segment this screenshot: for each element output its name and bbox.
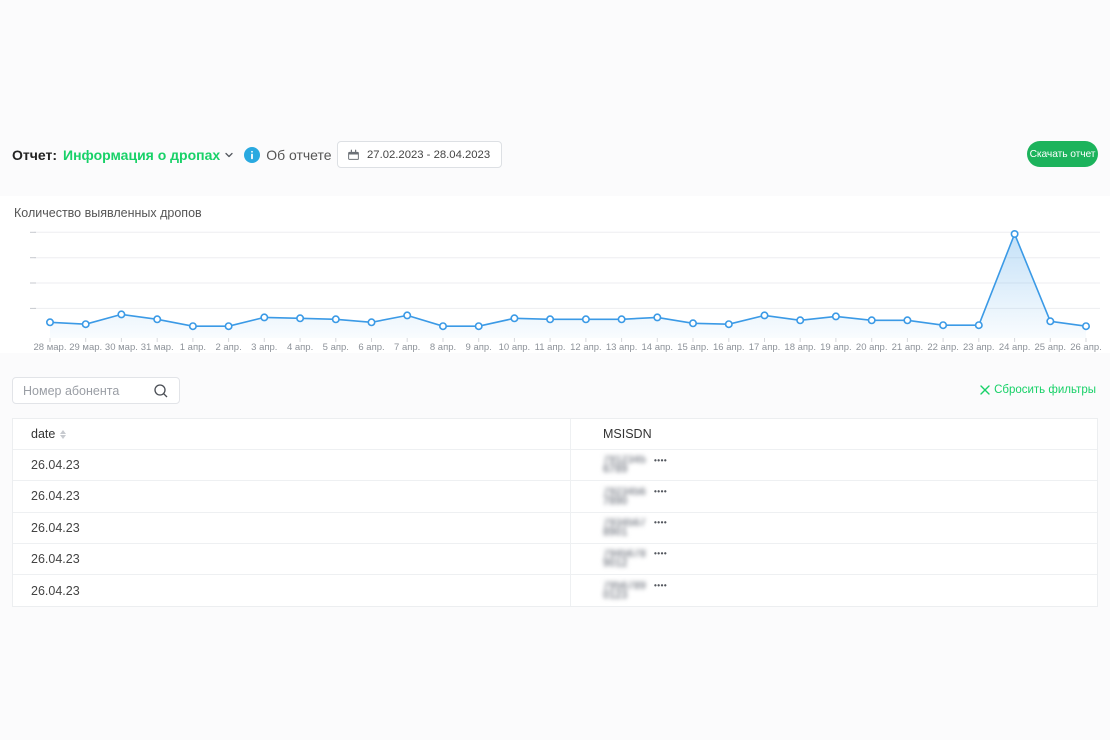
svg-text:30 мар.: 30 мар. [105,342,138,353]
svg-text:19 апр.: 19 апр. [820,342,852,353]
svg-text:6 апр.: 6 апр. [358,342,384,353]
svg-text:23 апр.: 23 апр. [963,342,995,353]
svg-text:3 апр.: 3 апр. [251,342,277,353]
svg-text:9 апр.: 9 апр. [466,342,492,353]
svg-text:11 апр.: 11 апр. [535,342,566,353]
svg-text:4 апр.: 4 апр. [287,342,313,353]
svg-text:15 апр.: 15 апр. [677,342,709,353]
svg-text:22 апр.: 22 апр. [927,342,959,353]
svg-text:20 апр.: 20 апр. [856,342,888,353]
svg-text:18 апр.: 18 апр. [784,342,816,353]
svg-text:7 апр.: 7 апр. [394,342,420,353]
svg-text:13 апр.: 13 апр. [606,342,638,353]
svg-text:24 апр.: 24 апр. [999,342,1031,353]
svg-text:14 апр.: 14 апр. [642,342,674,353]
svg-text:8 апр.: 8 апр. [430,342,456,353]
svg-text:26 апр.: 26 апр. [1070,342,1102,353]
svg-text:17 апр.: 17 апр. [749,342,781,353]
svg-text:28 мар.: 28 мар. [34,342,67,353]
svg-text:12 апр.: 12 апр. [570,342,602,353]
svg-text:2 апр.: 2 апр. [215,342,241,353]
svg-text:31 мар.: 31 мар. [141,342,174,353]
svg-text:16 апр.: 16 апр. [713,342,745,353]
svg-text:25 апр.: 25 апр. [1035,342,1067,353]
svg-text:21 апр.: 21 апр. [892,342,924,353]
svg-text:29 мар.: 29 мар. [69,342,102,353]
svg-text:5 апр.: 5 апр. [323,342,349,353]
svg-text:10 апр.: 10 апр. [499,342,531,353]
svg-text:1 апр.: 1 апр. [180,342,206,353]
